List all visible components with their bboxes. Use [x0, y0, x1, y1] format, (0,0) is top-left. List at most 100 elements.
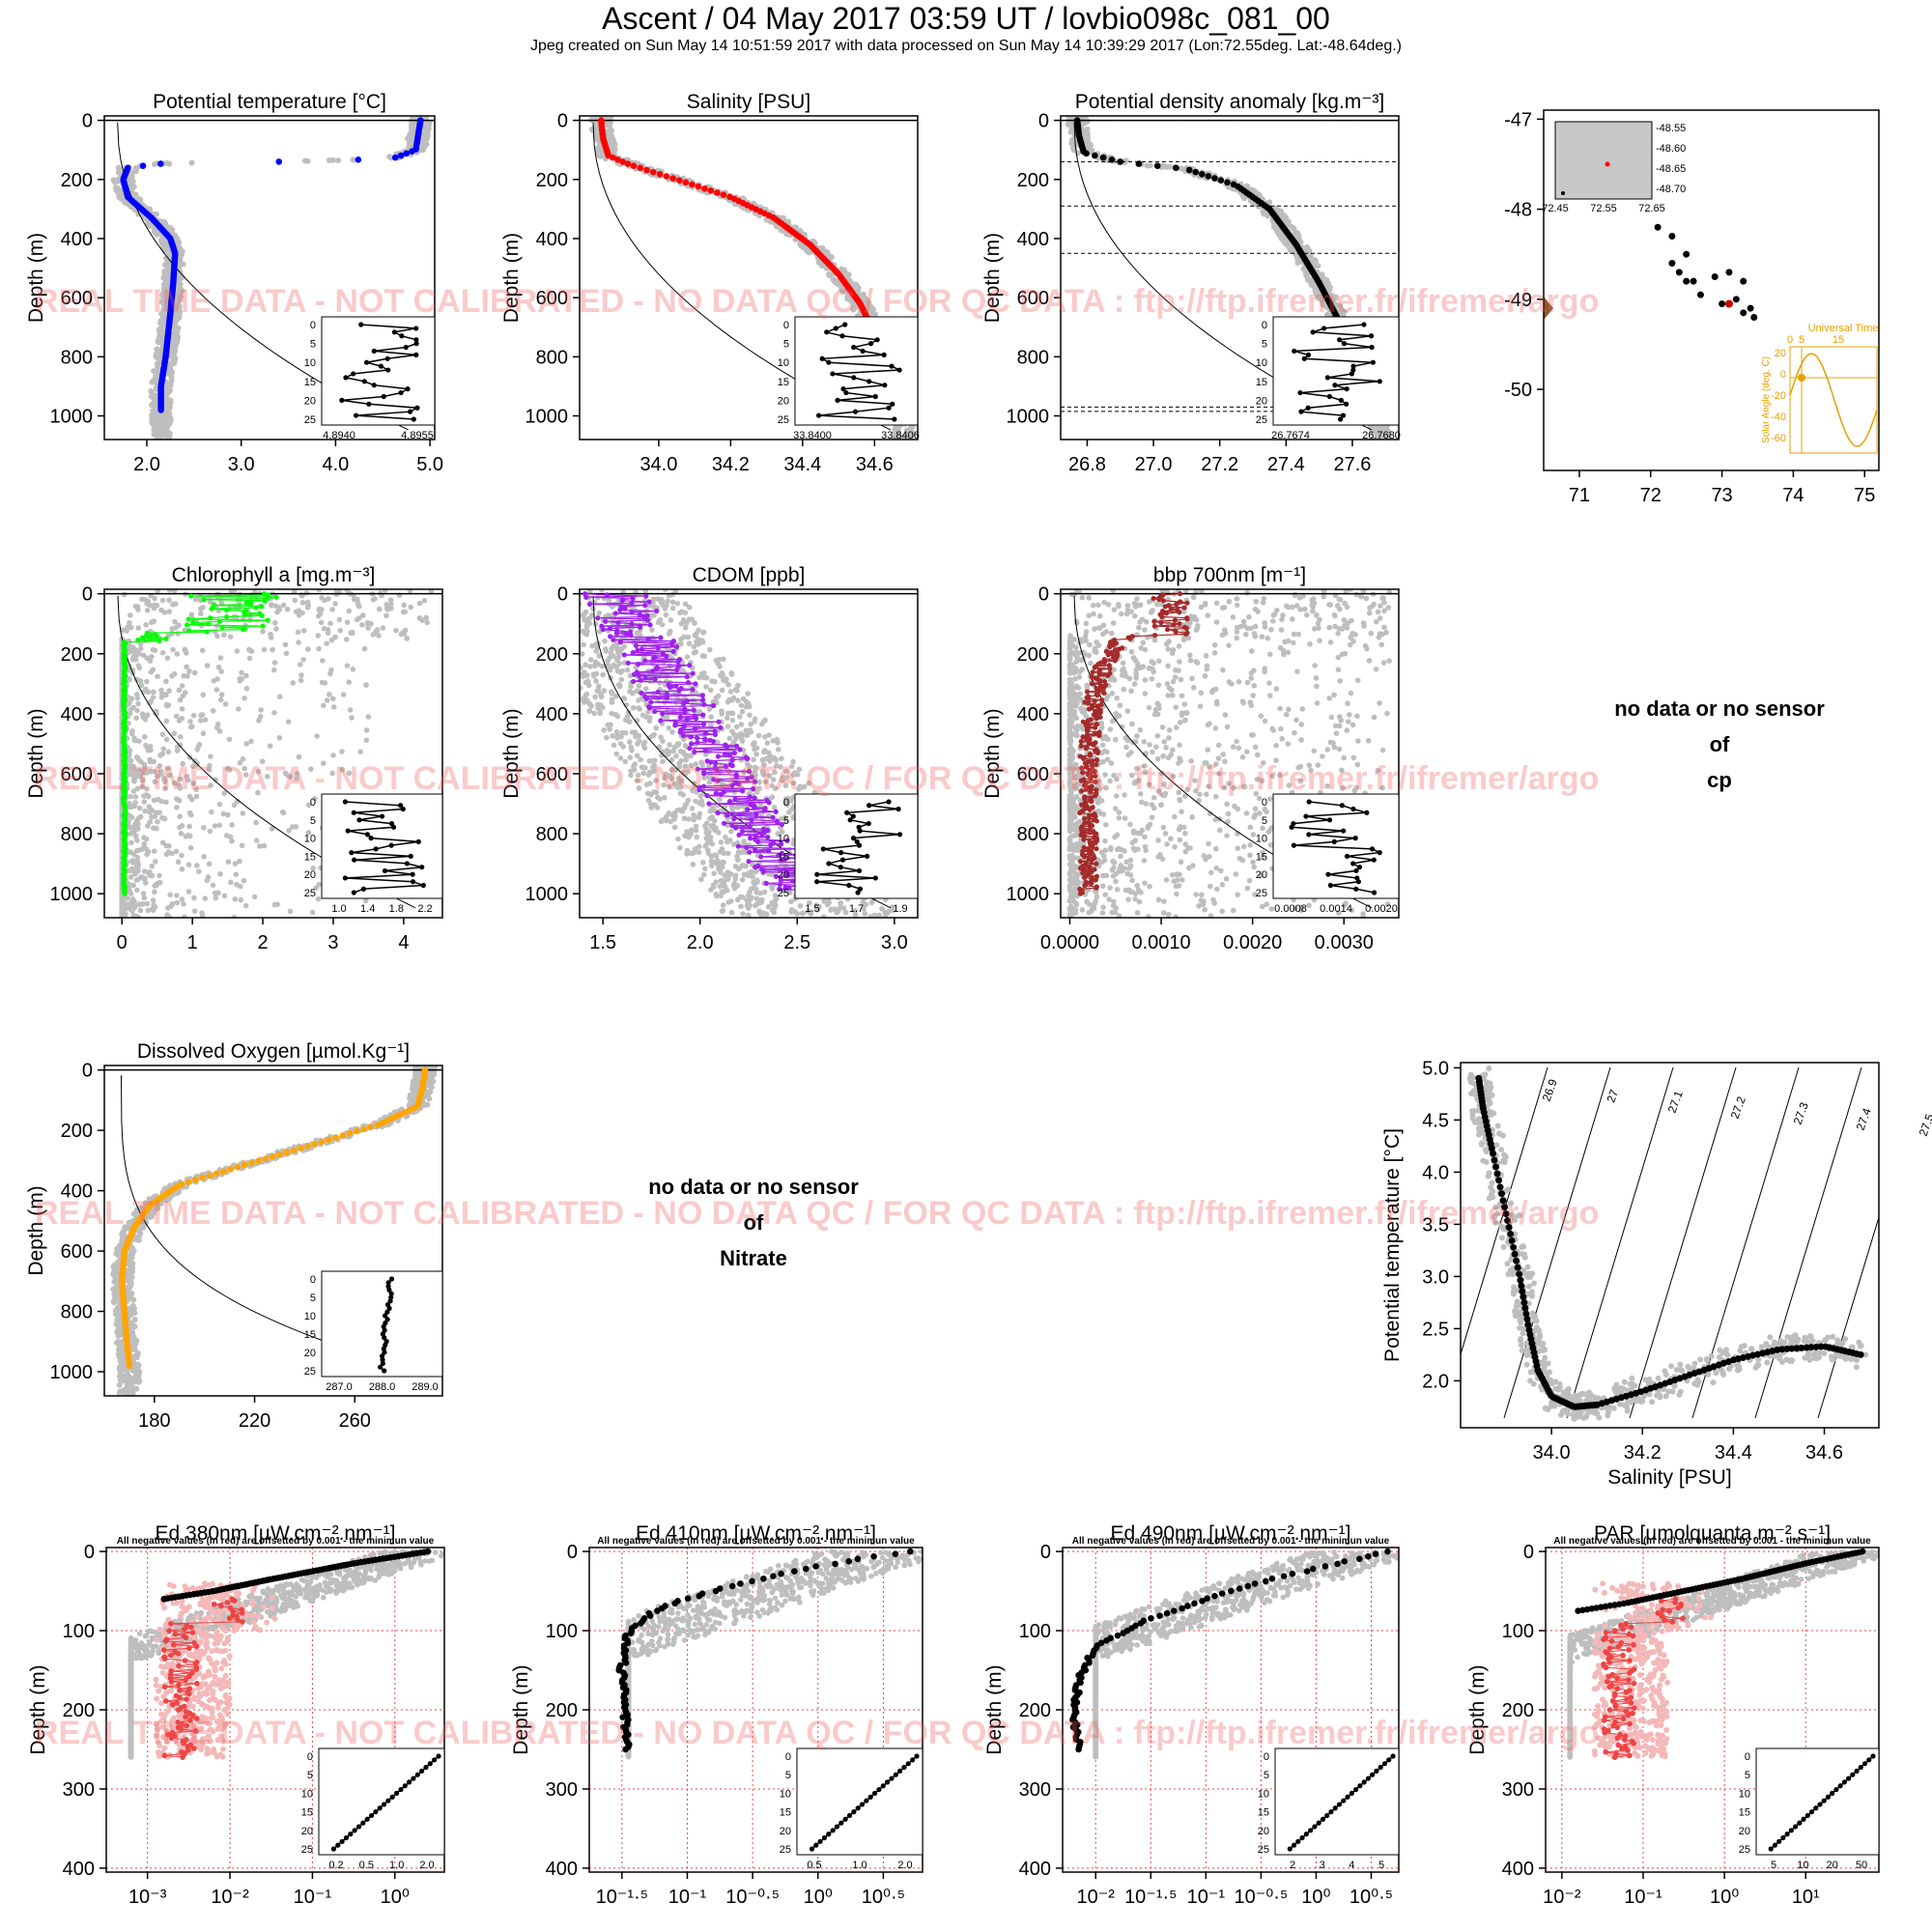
chla-reference-point	[218, 668, 224, 674]
dens-inset-dot	[1361, 322, 1367, 327]
temp-reference-point	[423, 116, 430, 120]
oxy-inset-ytick: 20	[304, 1348, 316, 1359]
sal-inset-dot	[826, 359, 832, 365]
dens-reference-point	[1302, 269, 1309, 275]
temp-xtick-label: 3.0	[228, 454, 255, 475]
chla-reference-point	[187, 719, 193, 724]
sal-ytick-label: 400	[536, 229, 568, 250]
temp-reference-point	[164, 258, 171, 265]
chla-reference-point	[271, 660, 278, 666]
dens-inset-dot	[1321, 326, 1327, 331]
chla-reference-point	[329, 770, 335, 777]
oxy-ytick-label: 800	[61, 1302, 93, 1323]
sal-inset-dot	[890, 401, 895, 407]
oxy-reference-point	[154, 1206, 160, 1212]
temp-profile-point	[391, 154, 399, 161]
temp-ytick-label: 0	[82, 111, 93, 132]
dens-inset-ytick: 25	[1256, 414, 1267, 426]
sal-profile-point	[609, 154, 616, 161]
chla-reference-point	[152, 859, 158, 865]
sal-xtick-label: 34.2	[712, 454, 750, 475]
dens-ytick-label: 600	[1017, 288, 1049, 309]
dens-ylabel: Depth (m)	[981, 233, 1004, 323]
oxy-profile-point	[241, 1161, 248, 1169]
oxy-ytick-label: 1000	[50, 1362, 94, 1383]
sal-inset-ytick: 20	[778, 395, 789, 407]
oxy-reference-point	[112, 1294, 119, 1301]
temp-reference-point	[152, 379, 158, 385]
oxy-profile-point	[346, 1129, 354, 1137]
page-subtitle: Jpeg created on Sun May 14 10:51:59 2017…	[530, 38, 1402, 54]
sal-inset-dot	[815, 412, 822, 418]
oxy-profile-point	[276, 1151, 283, 1158]
dens-profile-point	[1135, 160, 1143, 167]
sal-reference-point	[891, 434, 897, 440]
sal-profile-point	[650, 168, 657, 176]
dens-reference-point	[1283, 214, 1290, 221]
sal-ytick-label: 200	[536, 170, 568, 191]
oxy-profile-point	[297, 1145, 304, 1151]
dens-ytick-label: 400	[1017, 229, 1049, 250]
chla-reference-point	[128, 612, 133, 618]
temp-reference-point	[151, 396, 157, 403]
chla-reference-point	[144, 608, 151, 613]
dens-inset-xtick: 26.7680	[1362, 430, 1401, 441]
temp-plot-area	[104, 116, 435, 440]
oxy-reference-point	[119, 1375, 126, 1381]
chla-reference-point	[339, 749, 345, 754]
temp-reference-point	[408, 143, 414, 150]
temp-reference-point	[123, 200, 129, 207]
dens-inset-dot	[1369, 344, 1375, 351]
sal-reference-point	[892, 429, 898, 436]
chla-reference-point	[377, 590, 384, 596]
dens-profile-point	[1108, 156, 1116, 163]
sal-profile-point	[714, 189, 721, 196]
dens-inset-dot	[1326, 393, 1332, 400]
temp-inset-dot	[414, 405, 420, 411]
sal-reference-point	[605, 132, 611, 139]
dens-profile-point	[1083, 150, 1090, 157]
sal-inset-dot	[872, 393, 878, 400]
oxy-reference-point	[134, 1378, 141, 1384]
chla-reference-point	[330, 704, 337, 710]
dens-profile-point	[1185, 166, 1193, 174]
chla-reference-point	[130, 882, 136, 889]
temp-reference-point	[350, 156, 356, 163]
chla-reference-point	[231, 802, 238, 809]
temp-inset-dot	[411, 416, 416, 422]
temp-inset-dot	[413, 352, 419, 357]
temp-ytick-label: 800	[61, 347, 93, 368]
temp-xtick-label: 2.0	[133, 454, 160, 475]
temp-reference-point	[174, 333, 181, 340]
temp-reference-point	[420, 147, 427, 154]
temp-reference-point	[116, 165, 123, 172]
dens-reference-point	[1277, 233, 1284, 240]
oxy-reference-point	[412, 1091, 418, 1097]
dens-inset-dot	[1310, 329, 1316, 335]
oxy-inset-ytick: 10	[304, 1311, 316, 1322]
temp-reference-point	[145, 219, 152, 226]
sal-inset-dot	[881, 352, 887, 357]
sal-reference-point	[597, 146, 604, 153]
chla-reference-point	[328, 637, 335, 643]
chla-reference-point	[177, 782, 183, 788]
dens-profile-point	[1117, 158, 1124, 165]
oxy-reference-point	[128, 1254, 135, 1261]
oxy-reference-point	[121, 1387, 128, 1394]
temp-reference-point	[163, 397, 170, 404]
oxy-reference-point	[115, 1340, 122, 1347]
chla-reference-point	[242, 902, 249, 909]
temp-inset-dot	[403, 344, 409, 351]
temp-ylabel: Depth (m)	[25, 233, 47, 323]
chla-reference-point	[125, 624, 130, 631]
dens-profile-point	[1199, 170, 1206, 178]
sal-inset-dot	[851, 344, 857, 351]
oxy-reference-point	[112, 1311, 119, 1318]
chla-reference-point	[229, 822, 235, 828]
dens-inset-ytick: 15	[1256, 377, 1267, 388]
chla-reference-point	[350, 666, 356, 672]
oxy-reference-point	[122, 1366, 128, 1373]
temp-ytick-label: 400	[61, 229, 93, 250]
temp-reference-point	[166, 365, 173, 372]
chla-reference-point	[309, 909, 316, 916]
